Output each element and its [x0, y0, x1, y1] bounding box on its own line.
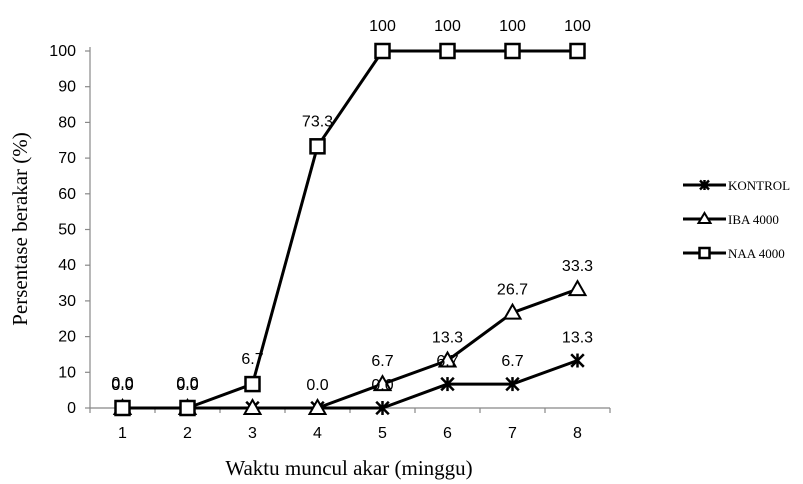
series-naa-4000	[114, 42, 586, 417]
data-point-naa-4000	[114, 399, 131, 417]
y-tick-label: 50	[58, 222, 76, 239]
x-tick-label: 2	[183, 425, 192, 442]
legend-item-naa-4000: NAA 4000	[683, 246, 785, 261]
data-label-iba-4000: 6.7	[371, 353, 393, 370]
y-tick-label: 20	[58, 329, 76, 346]
data-point-naa-4000	[504, 42, 521, 60]
data-label-kontrol: 0.0	[306, 377, 328, 394]
data-label-kontrol: 6.7	[501, 353, 523, 370]
legend: KONTROL IBA 4000 NAA 4000	[683, 178, 790, 261]
x-tick-label: 8	[573, 425, 582, 442]
legend-item-iba-4000: IBA 4000	[683, 211, 779, 227]
y-tick-label: 10	[58, 364, 76, 381]
y-tick-label: 0	[67, 400, 76, 417]
data-label-naa-4000: 0.0	[111, 375, 133, 392]
data-point-iba-4000	[307, 397, 328, 415]
legend-label: NAA 4000	[728, 246, 785, 261]
data-label-naa-4000: 73.3	[302, 113, 333, 130]
x-tick-label: 5	[378, 425, 387, 442]
data-label-iba-4000: 13.3	[432, 330, 463, 347]
data-point-kontrol	[505, 376, 520, 392]
data-point-iba-4000	[372, 374, 393, 392]
data-point-iba-4000	[567, 279, 588, 297]
data-point-kontrol	[375, 400, 390, 416]
data-point-naa-4000	[179, 399, 196, 417]
data-point-iba-4000	[502, 302, 523, 320]
data-point-naa-4000	[439, 42, 456, 60]
data-point-iba-4000	[437, 350, 458, 368]
series-layer	[112, 42, 588, 417]
data-label-kontrol: 13.3	[562, 330, 593, 347]
legend-item-kontrol: KONTROL	[683, 178, 790, 193]
legend-label: IBA 4000	[728, 212, 779, 227]
y-tick-label: 40	[58, 257, 76, 274]
data-labels: 0.0 0.0 0.0 0.06.7 6.713.30.0 0.06.713.326.73…	[111, 18, 593, 394]
data-point-naa-4000	[569, 42, 586, 60]
data-label-kontrol: 0.0	[176, 377, 198, 394]
legend-marker	[698, 246, 711, 260]
data-point-naa-4000	[309, 138, 326, 155]
data-point-kontrol	[570, 353, 585, 368]
legend-marker	[699, 179, 710, 191]
y-tick-label: 90	[58, 79, 76, 96]
data-label-iba-4000: 0.0	[111, 377, 133, 394]
x-tick-label: 6	[443, 425, 452, 442]
series-iba-4000	[112, 279, 588, 415]
data-label-naa-4000: 0.0	[176, 375, 198, 392]
data-label-kontrol: 0.0	[111, 377, 133, 394]
data-label-naa-4000: 6.7	[241, 351, 263, 368]
data-label-iba-4000: 33.3	[562, 258, 593, 275]
axes: 0 10 20 30 40 50 60 70 80 90 100 1 2 3 4 5 6 7 8	[49, 43, 611, 442]
y-tick-label: 80	[58, 114, 76, 131]
x-axis-title: Waktu muncul akar (minggu)	[225, 456, 472, 480]
data-point-naa-4000	[374, 42, 391, 60]
x-tick-label: 7	[508, 425, 517, 442]
data-label-kontrol: 0.0	[371, 377, 393, 394]
y-tick-label: 30	[58, 293, 76, 310]
series-line-naa-4000	[122, 49, 578, 410]
y-axis-title: Persentase berakar (%)	[8, 132, 32, 326]
legend-marker	[696, 211, 713, 224]
data-label-naa-4000: 100	[499, 18, 526, 35]
data-label-iba-4000: 0.0	[176, 377, 198, 394]
data-point-iba-4000	[242, 397, 263, 415]
y-tick-label: 70	[58, 150, 76, 167]
data-point-kontrol	[440, 376, 455, 392]
data-point-naa-4000	[244, 375, 261, 393]
data-label-kontrol: 6.7	[436, 353, 458, 370]
data-label-naa-4000: 100	[564, 18, 591, 35]
x-tick-label: 4	[313, 425, 322, 442]
x-tick-label: 3	[248, 425, 257, 442]
y-tick-label: 60	[58, 186, 76, 203]
x-tick-label: 1	[118, 425, 127, 442]
data-label-iba-4000: 26.7	[497, 282, 528, 299]
data-label-naa-4000: 100	[369, 18, 396, 35]
y-tick-label: 100	[49, 43, 76, 60]
series-line-iba-4000	[122, 287, 579, 410]
data-label-naa-4000: 100	[434, 18, 461, 35]
legend-label: KONTROL	[728, 178, 790, 193]
